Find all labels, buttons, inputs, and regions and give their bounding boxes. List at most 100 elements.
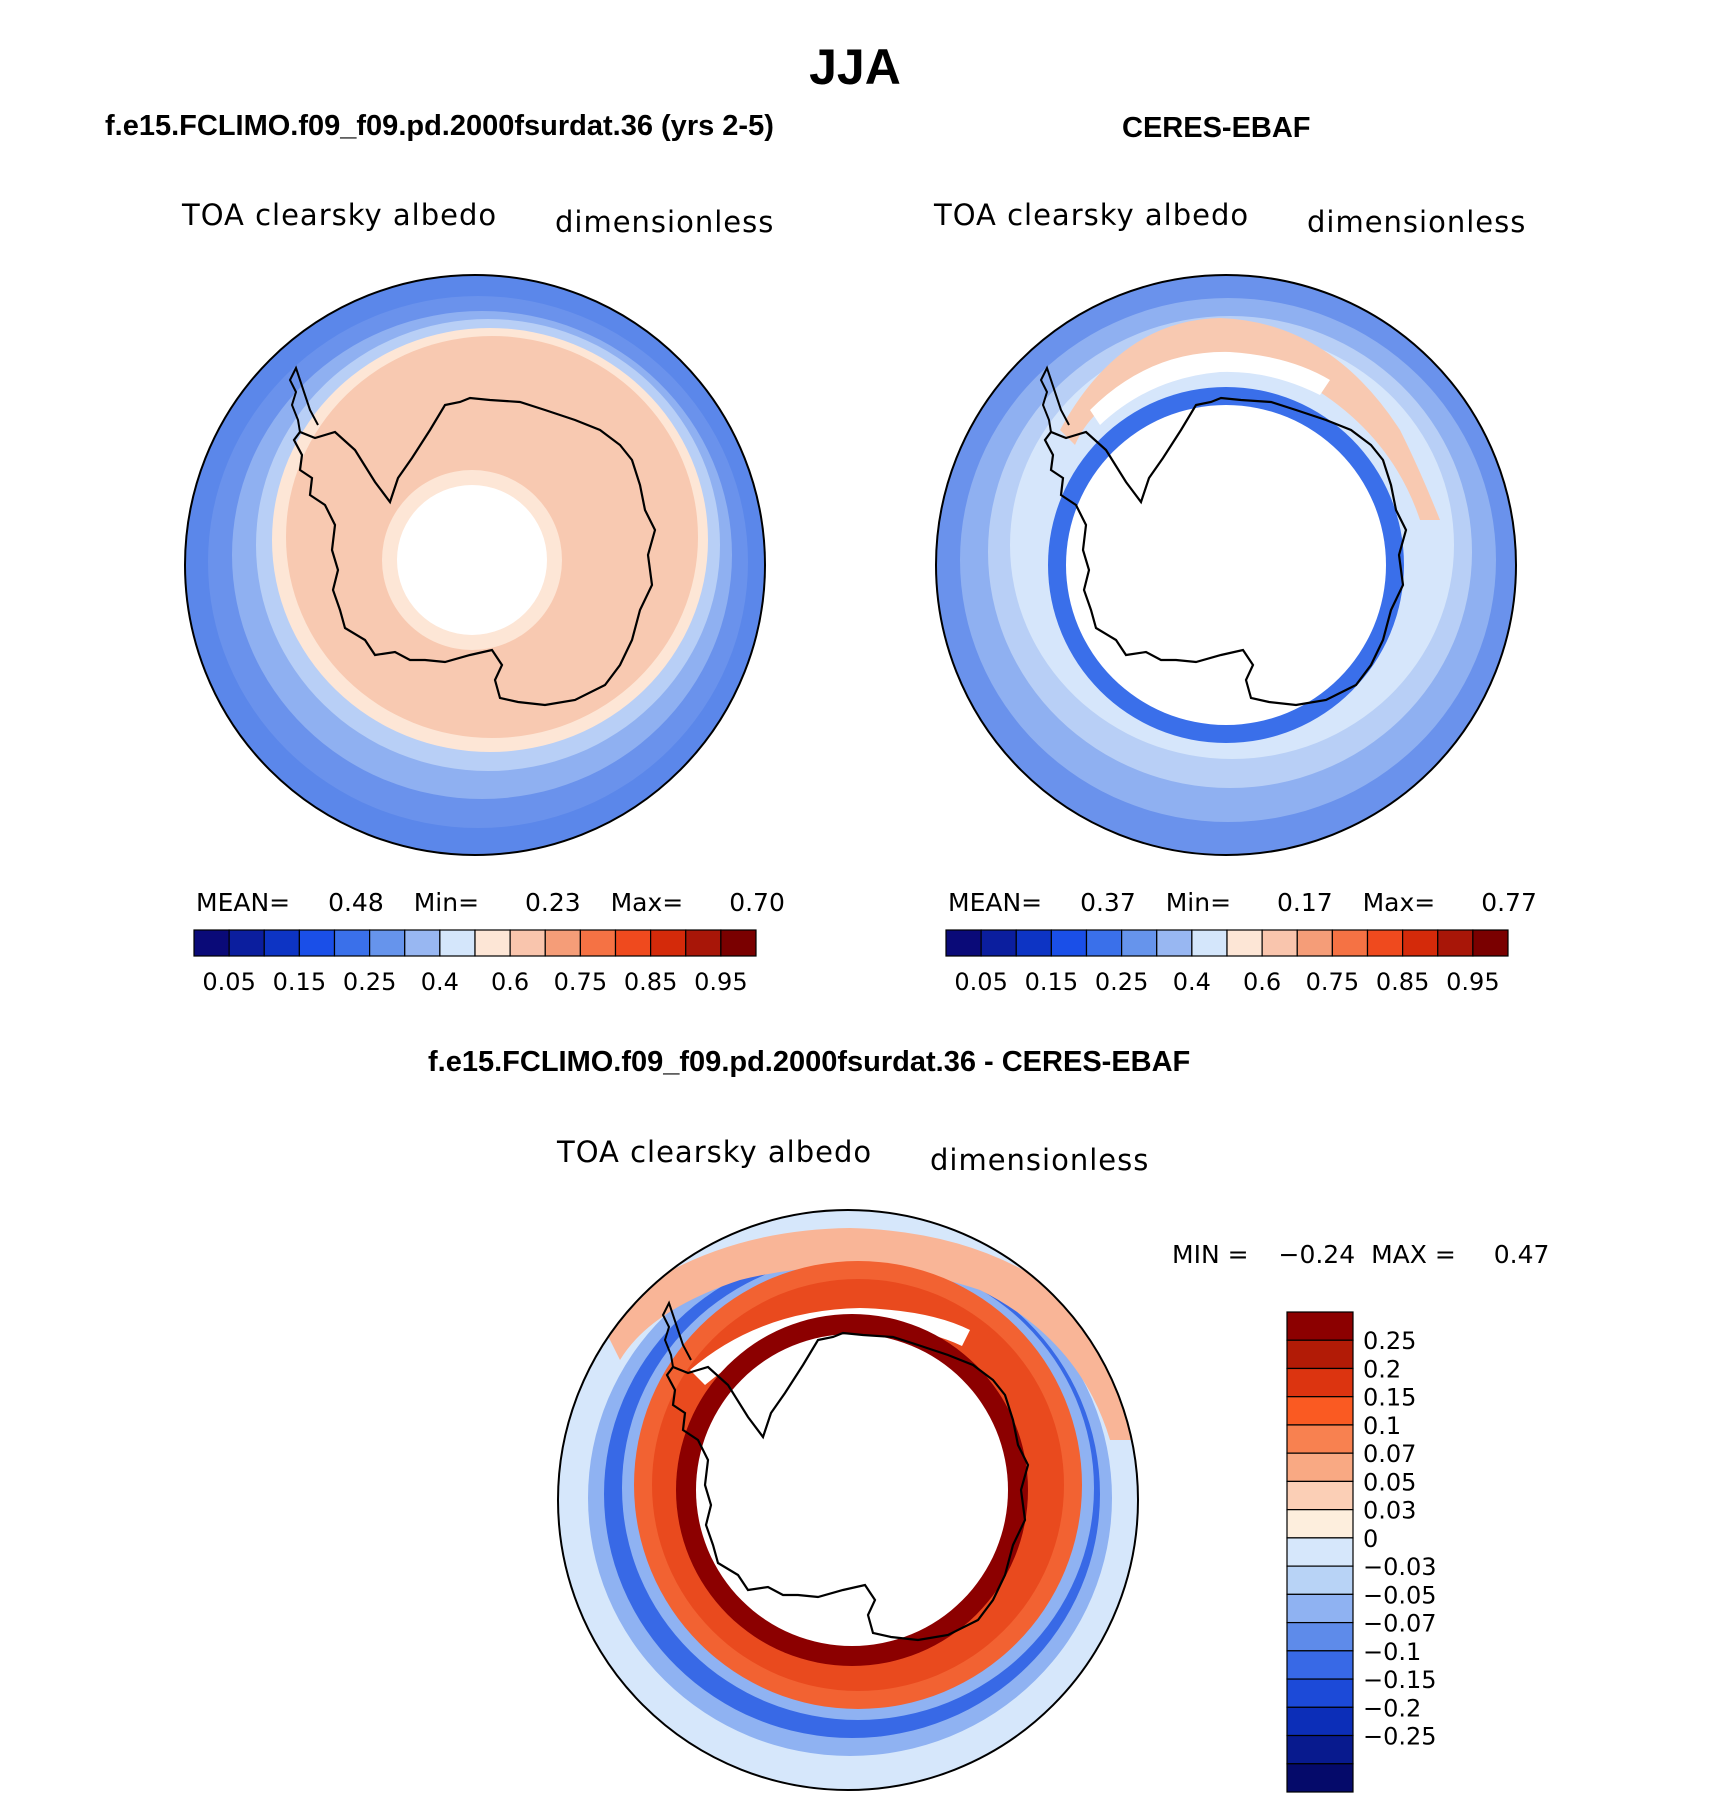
obs-colorbar-label: 0.4: [1173, 968, 1211, 996]
diff-max-value: 0.47: [1493, 1240, 1550, 1269]
model-min-label: Min=: [413, 888, 480, 917]
model-colorbar-swatch: [333, 929, 371, 957]
diff-colorbar: 0.250.20.150.10.070.050.030−0.03−0.05−0.…: [1286, 1311, 1437, 1793]
diff-colorbar-swatch: [1286, 1763, 1354, 1793]
model-coastline: [292, 396, 657, 707]
model-variable-label: TOA clearsky albedo: [182, 198, 498, 232]
diff-min-label: MIN =: [1172, 1240, 1249, 1269]
model-max-label: Max=: [610, 888, 684, 917]
model-colorbar-label: 0.15: [273, 968, 326, 996]
diff-colorbar-swatch: [1286, 1367, 1354, 1398]
diff-min-value: −0.24: [1278, 1240, 1356, 1269]
model-max-value: 0.70: [729, 888, 785, 917]
obs-colorbar-swatch: [945, 929, 982, 957]
model-colorbar-label: 0.05: [202, 968, 255, 996]
model-colorbar-label: 0.25: [343, 968, 396, 996]
model-colorbar-swatch: [263, 929, 300, 957]
diff-colorbar-label: 0.2: [1363, 1355, 1401, 1383]
obs-map-border: [935, 274, 1517, 856]
diff-colorbar-label: 0.15: [1363, 1384, 1416, 1412]
obs-colorbar-swatch: [1015, 929, 1052, 957]
model-mean-value: 0.48: [328, 888, 384, 917]
diff-colorbar-swatch: [1286, 1650, 1354, 1680]
model-field-nodata: [397, 485, 547, 635]
obs-colorbar-label: 0.25: [1095, 968, 1148, 996]
obs-colorbar-swatch: [1226, 929, 1263, 957]
model-colorbar-swatch: [720, 929, 757, 957]
figure-title: JJA: [809, 39, 901, 95]
diff-colorbar-label: −0.03: [1363, 1553, 1437, 1581]
model-colorbar-swatch: [404, 929, 441, 957]
obs-colorbar-label: 0.05: [954, 968, 1007, 996]
model-peninsula: [288, 365, 319, 433]
model-colorbar-swatch: [228, 929, 265, 957]
model-min-value: 0.23: [524, 888, 581, 917]
model-colorbar-swatch: [685, 929, 722, 957]
obs-colorbar-label: 0.85: [1376, 968, 1429, 996]
obs-units-label: dimensionless: [1307, 205, 1527, 239]
obs-colorbar: 0.05 0.15 0.25 0.4 0.6 0.75 0.85 0.95: [945, 929, 1509, 996]
diff-colorbar-label: −0.1: [1363, 1638, 1421, 1666]
diff-colorbar-swatch: [1286, 1593, 1354, 1624]
diff-colorbar-swatch: [1286, 1339, 1354, 1370]
obs-colorbar-swatch: [1121, 929, 1158, 957]
diff-colorbar-label: 0.25: [1363, 1327, 1416, 1355]
diff-colorbar-swatch: [1286, 1396, 1354, 1426]
diff-colorbar-label: −0.05: [1363, 1581, 1437, 1609]
obs-colorbar-swatch: [1050, 929, 1088, 957]
obs-field-nodata-arc: [1090, 351, 1330, 425]
model-colorbar-label: 0.75: [554, 968, 607, 996]
model-colorbar-swatch: [474, 929, 511, 957]
diff-colorbar-label: 0.1: [1363, 1412, 1401, 1440]
diff-colorbar-swatch: [1286, 1734, 1354, 1765]
obs-coastline: [1043, 396, 1408, 707]
model-colorbar: 0.05 0.15 0.25 0.4 0.6 0.75 0.85 0.95: [193, 929, 757, 996]
diff-field-warm-arc: [600, 1228, 1138, 1440]
model-colorbar-swatch: [509, 929, 546, 957]
obs-min-label: Min=: [1165, 888, 1232, 917]
model-stats: MEAN= 0.48 Min= 0.23 Max= 0.70: [196, 888, 785, 917]
diff-colorbar-swatch: [1286, 1678, 1354, 1708]
diff-colorbar-swatch: [1286, 1452, 1354, 1483]
diff-colorbar-label: −0.25: [1363, 1723, 1437, 1751]
obs-colorbar-swatch: [1191, 929, 1228, 957]
model-colorbar-label: 0.95: [694, 968, 747, 996]
diff-colorbar-label: 0: [1363, 1525, 1378, 1553]
model-mean-label: MEAN=: [196, 888, 291, 917]
obs-colorbar-label: 0.95: [1446, 968, 1499, 996]
model-map: [185, 275, 765, 855]
obs-panel-title: CERES-EBAF: [1122, 112, 1311, 144]
obs-stats: MEAN= 0.37 Min= 0.17 Max= 0.77: [948, 888, 1537, 917]
obs-colorbar-swatch: [1366, 929, 1404, 957]
diff-colorbar-label: 0.03: [1363, 1497, 1416, 1525]
diff-colorbar-label: −0.07: [1363, 1610, 1437, 1638]
diff-map-border: [557, 1209, 1139, 1791]
obs-colorbar-swatch: [1156, 929, 1193, 957]
obs-variable-label: TOA clearsky albedo: [934, 198, 1250, 232]
model-colorbar-swatch: [369, 929, 406, 957]
model-panel-title: f.e15.FCLIMO.f09_f09.pd.2000fsurdat.36 (…: [105, 110, 774, 142]
obs-field-polar-night: [1066, 405, 1386, 725]
obs-colorbar-swatch: [980, 929, 1017, 957]
diff-coastline: [665, 1331, 1030, 1642]
obs-mean-label: MEAN=: [948, 888, 1043, 917]
obs-colorbar-swatch: [1261, 929, 1298, 957]
model-colorbar-label: 0.6: [491, 968, 529, 996]
diff-stats: MIN = −0.24 MAX = 0.47: [1172, 1240, 1549, 1269]
diff-colorbar-label: 0.07: [1363, 1440, 1416, 1468]
diff-units-label: dimensionless: [930, 1143, 1150, 1177]
model-colorbar-label: 0.4: [421, 968, 459, 996]
diff-colorbar-label: 0.05: [1363, 1468, 1416, 1496]
diff-peninsula: [661, 1300, 692, 1368]
diff-variable-label: TOA clearsky albedo: [557, 1135, 873, 1169]
obs-colorbar-label: 0.6: [1243, 968, 1281, 996]
diff-colorbar-swatch: [1286, 1311, 1354, 1341]
diff-panel-title: f.e15.FCLIMO.f09_f09.pd.2000fsurdat.36 -…: [428, 1046, 1191, 1078]
model-colorbar-swatch: [193, 929, 230, 957]
obs-mean-value: 0.37: [1080, 888, 1136, 917]
diff-colorbar-label: −0.2: [1363, 1694, 1421, 1722]
diff-field-polar-night: [696, 1334, 1008, 1646]
obs-peninsula: [1039, 365, 1070, 433]
model-colorbar-swatch: [298, 929, 336, 957]
